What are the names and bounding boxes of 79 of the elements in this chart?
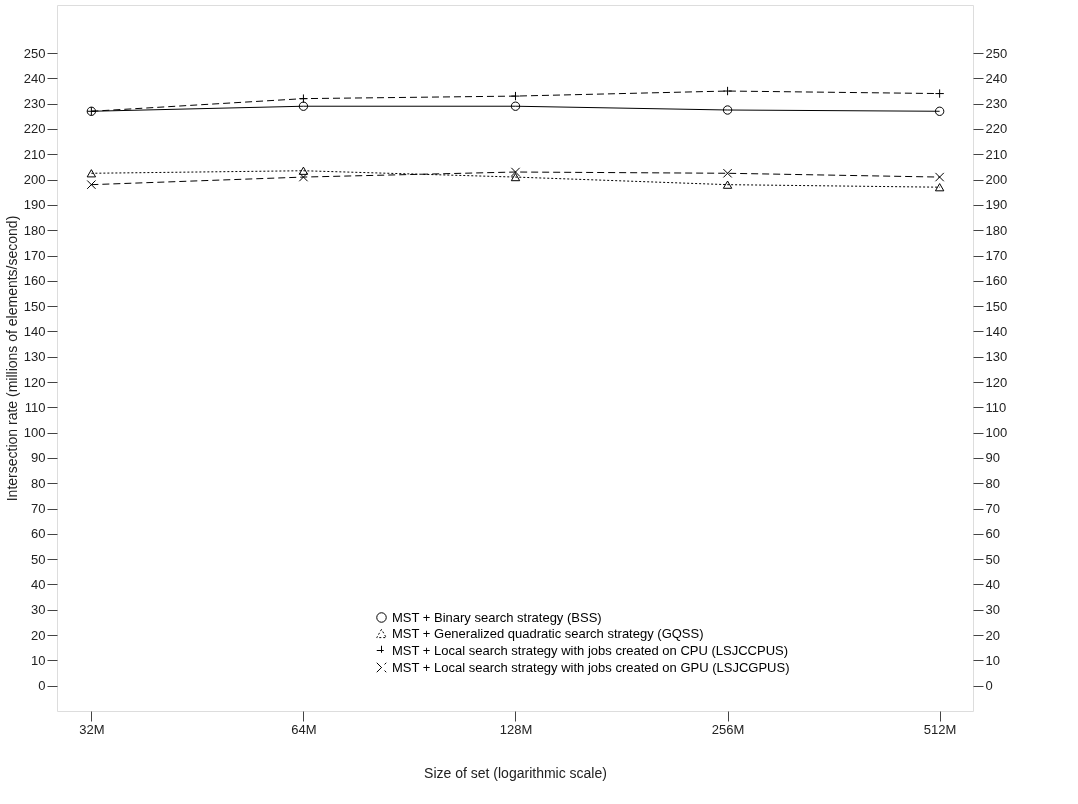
point: [934, 183, 945, 192]
y-tick-label: 220: [23, 121, 46, 137]
y2-tick-label: 70: [985, 501, 1000, 517]
legend-label: MST + Local search strategy with jobs created on CPU (LSJCCPUS): [392, 642, 789, 658]
y2-tick-label: 80: [985, 475, 1000, 491]
point: [298, 172, 309, 182]
y-tick-label: 160: [23, 273, 46, 289]
y-tick-label: 40: [31, 576, 46, 592]
y2-tick-label: 10: [985, 652, 1000, 668]
x-tick-label: 64M: [291, 721, 317, 737]
y2-tick-label: 0: [985, 678, 993, 694]
x-tick-label: 256M: [711, 721, 745, 737]
point: [934, 172, 945, 182]
y2-tick-label: 200: [985, 172, 1008, 188]
y-tick-label: 230: [23, 96, 46, 112]
y2-tick-label: 30: [985, 602, 1000, 618]
y-tick-label: 190: [23, 197, 46, 213]
x-tick-label: 512M: [923, 721, 957, 737]
y-tick-label: 250: [23, 45, 46, 61]
point: [722, 105, 733, 115]
y2-tick-label: 130: [985, 349, 1008, 365]
y2-tick-label: 120: [985, 374, 1008, 390]
y2-tick-label: 240: [985, 70, 1008, 86]
point: [298, 166, 309, 175]
y-tick-label: 100: [23, 425, 46, 441]
point: [510, 167, 521, 177]
x-tick-label: 128M: [499, 721, 533, 737]
y-tick-label: 10: [31, 652, 46, 668]
y-tick-label: 90: [31, 450, 46, 466]
y2-tick-label: 20: [985, 627, 1000, 643]
y-tick-label: 110: [24, 399, 46, 415]
point: [934, 88, 945, 99]
y-tick-label: 120: [23, 374, 46, 390]
point: [722, 168, 733, 178]
y-tick-label: 180: [23, 222, 46, 238]
y-tick-label: 30: [31, 602, 46, 618]
y-tick-label: 50: [31, 551, 46, 567]
y2-tick-label: 150: [985, 298, 1008, 314]
y-tick-label: 0: [38, 678, 46, 694]
y-tick-label: 60: [31, 526, 46, 542]
point: [86, 169, 97, 178]
y-tick-label: 200: [23, 172, 46, 188]
x-tick-label: 32M: [79, 721, 105, 737]
y2-tick-label: 110: [985, 399, 1007, 415]
y2-tick-label: 140: [985, 323, 1008, 339]
y-tick-label: 20: [31, 627, 46, 643]
point: [722, 86, 733, 96]
x-axis-title: Size of set (logarithmic scale): [424, 764, 607, 781]
y2-tick-label: 160: [985, 273, 1008, 289]
y2-tick-label: 250: [985, 45, 1008, 61]
y2-tick-label: 210: [985, 146, 1008, 162]
point: [510, 172, 521, 182]
y2-tick-label: 180: [985, 222, 1008, 238]
point: [722, 180, 733, 189]
legend-label: MST + Binary search strategy (BSS): [392, 609, 602, 625]
y-tick-label: 240: [23, 70, 46, 86]
y-tick-label: 140: [23, 323, 46, 339]
y2-tick-label: 220: [985, 121, 1008, 137]
y-tick-label: 70: [31, 501, 46, 517]
point: [510, 101, 521, 111]
y2-tick-label: 50: [985, 551, 1000, 567]
y-tick-label: 210: [23, 146, 46, 162]
y2-tick-label: 100: [985, 425, 1008, 441]
point: [298, 93, 309, 104]
y-tick-label: 80: [31, 475, 46, 491]
point: [934, 106, 945, 116]
y2-tick-label: 230: [985, 96, 1008, 112]
y-axis-title: Intersection rate (millions of elements/second): [3, 215, 20, 502]
y-tick-label: 130: [23, 349, 46, 365]
legend-label: MST + Generalized quadratic search strategy (GQSS): [392, 625, 704, 641]
y-tick-label: 170: [23, 248, 46, 264]
y2-tick-label: 60: [985, 526, 1000, 542]
y2-tick-label: 190: [985, 197, 1008, 213]
legend-label: MST + Local search strategy with jobs created on GPU (LSJCGPUS): [392, 659, 790, 675]
point: [298, 101, 309, 111]
y2-tick-label: 40: [985, 576, 1000, 592]
y2-tick-label: 90: [985, 450, 1000, 466]
y-tick-label: 150: [23, 298, 46, 314]
y2-tick-label: 170: [985, 248, 1008, 264]
